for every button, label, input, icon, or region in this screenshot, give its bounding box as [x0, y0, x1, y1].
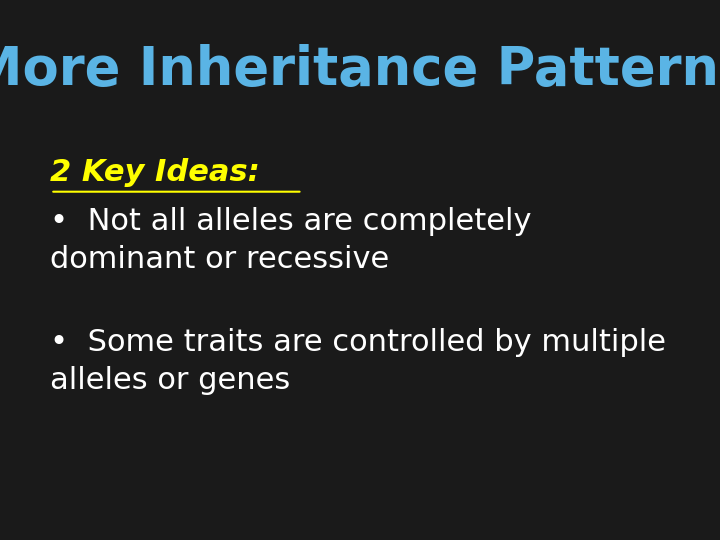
Text: •  Some traits are controlled by multiple
alleles or genes: • Some traits are controlled by multiple…: [50, 328, 667, 395]
Text: •  Not all alleles are completely
dominant or recessive: • Not all alleles are completely dominan…: [50, 207, 532, 274]
Text: 2 Key Ideas:: 2 Key Ideas:: [50, 158, 260, 187]
Text: More Inheritance Patterns: More Inheritance Patterns: [0, 44, 720, 96]
